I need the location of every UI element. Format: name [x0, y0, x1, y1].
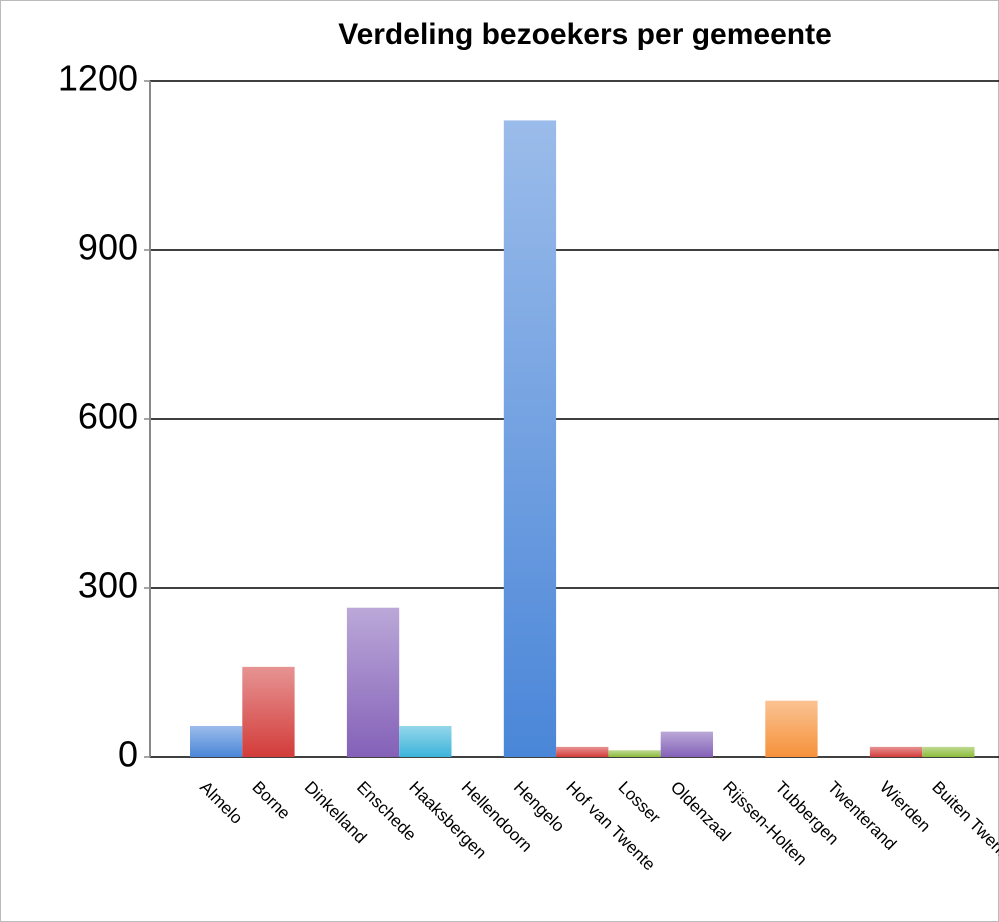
- y-tick-label: 1200: [58, 58, 138, 99]
- bar: [503, 120, 557, 757]
- y-tick-label: 0: [118, 734, 138, 775]
- bar: [190, 726, 243, 757]
- bar: [399, 726, 452, 757]
- y-tick-label: 300: [78, 565, 138, 606]
- bar: [660, 731, 713, 757]
- y-tick-label: 600: [78, 396, 138, 437]
- bar: [608, 750, 661, 757]
- bar: [869, 746, 923, 757]
- bar: [922, 746, 975, 757]
- y-tick-label: 900: [78, 227, 138, 268]
- bar: [242, 666, 295, 757]
- chart-title: Verdeling bezoekers per gemeente: [338, 18, 832, 51]
- bar: [556, 746, 609, 757]
- bar: [765, 700, 818, 757]
- bar: [346, 607, 400, 757]
